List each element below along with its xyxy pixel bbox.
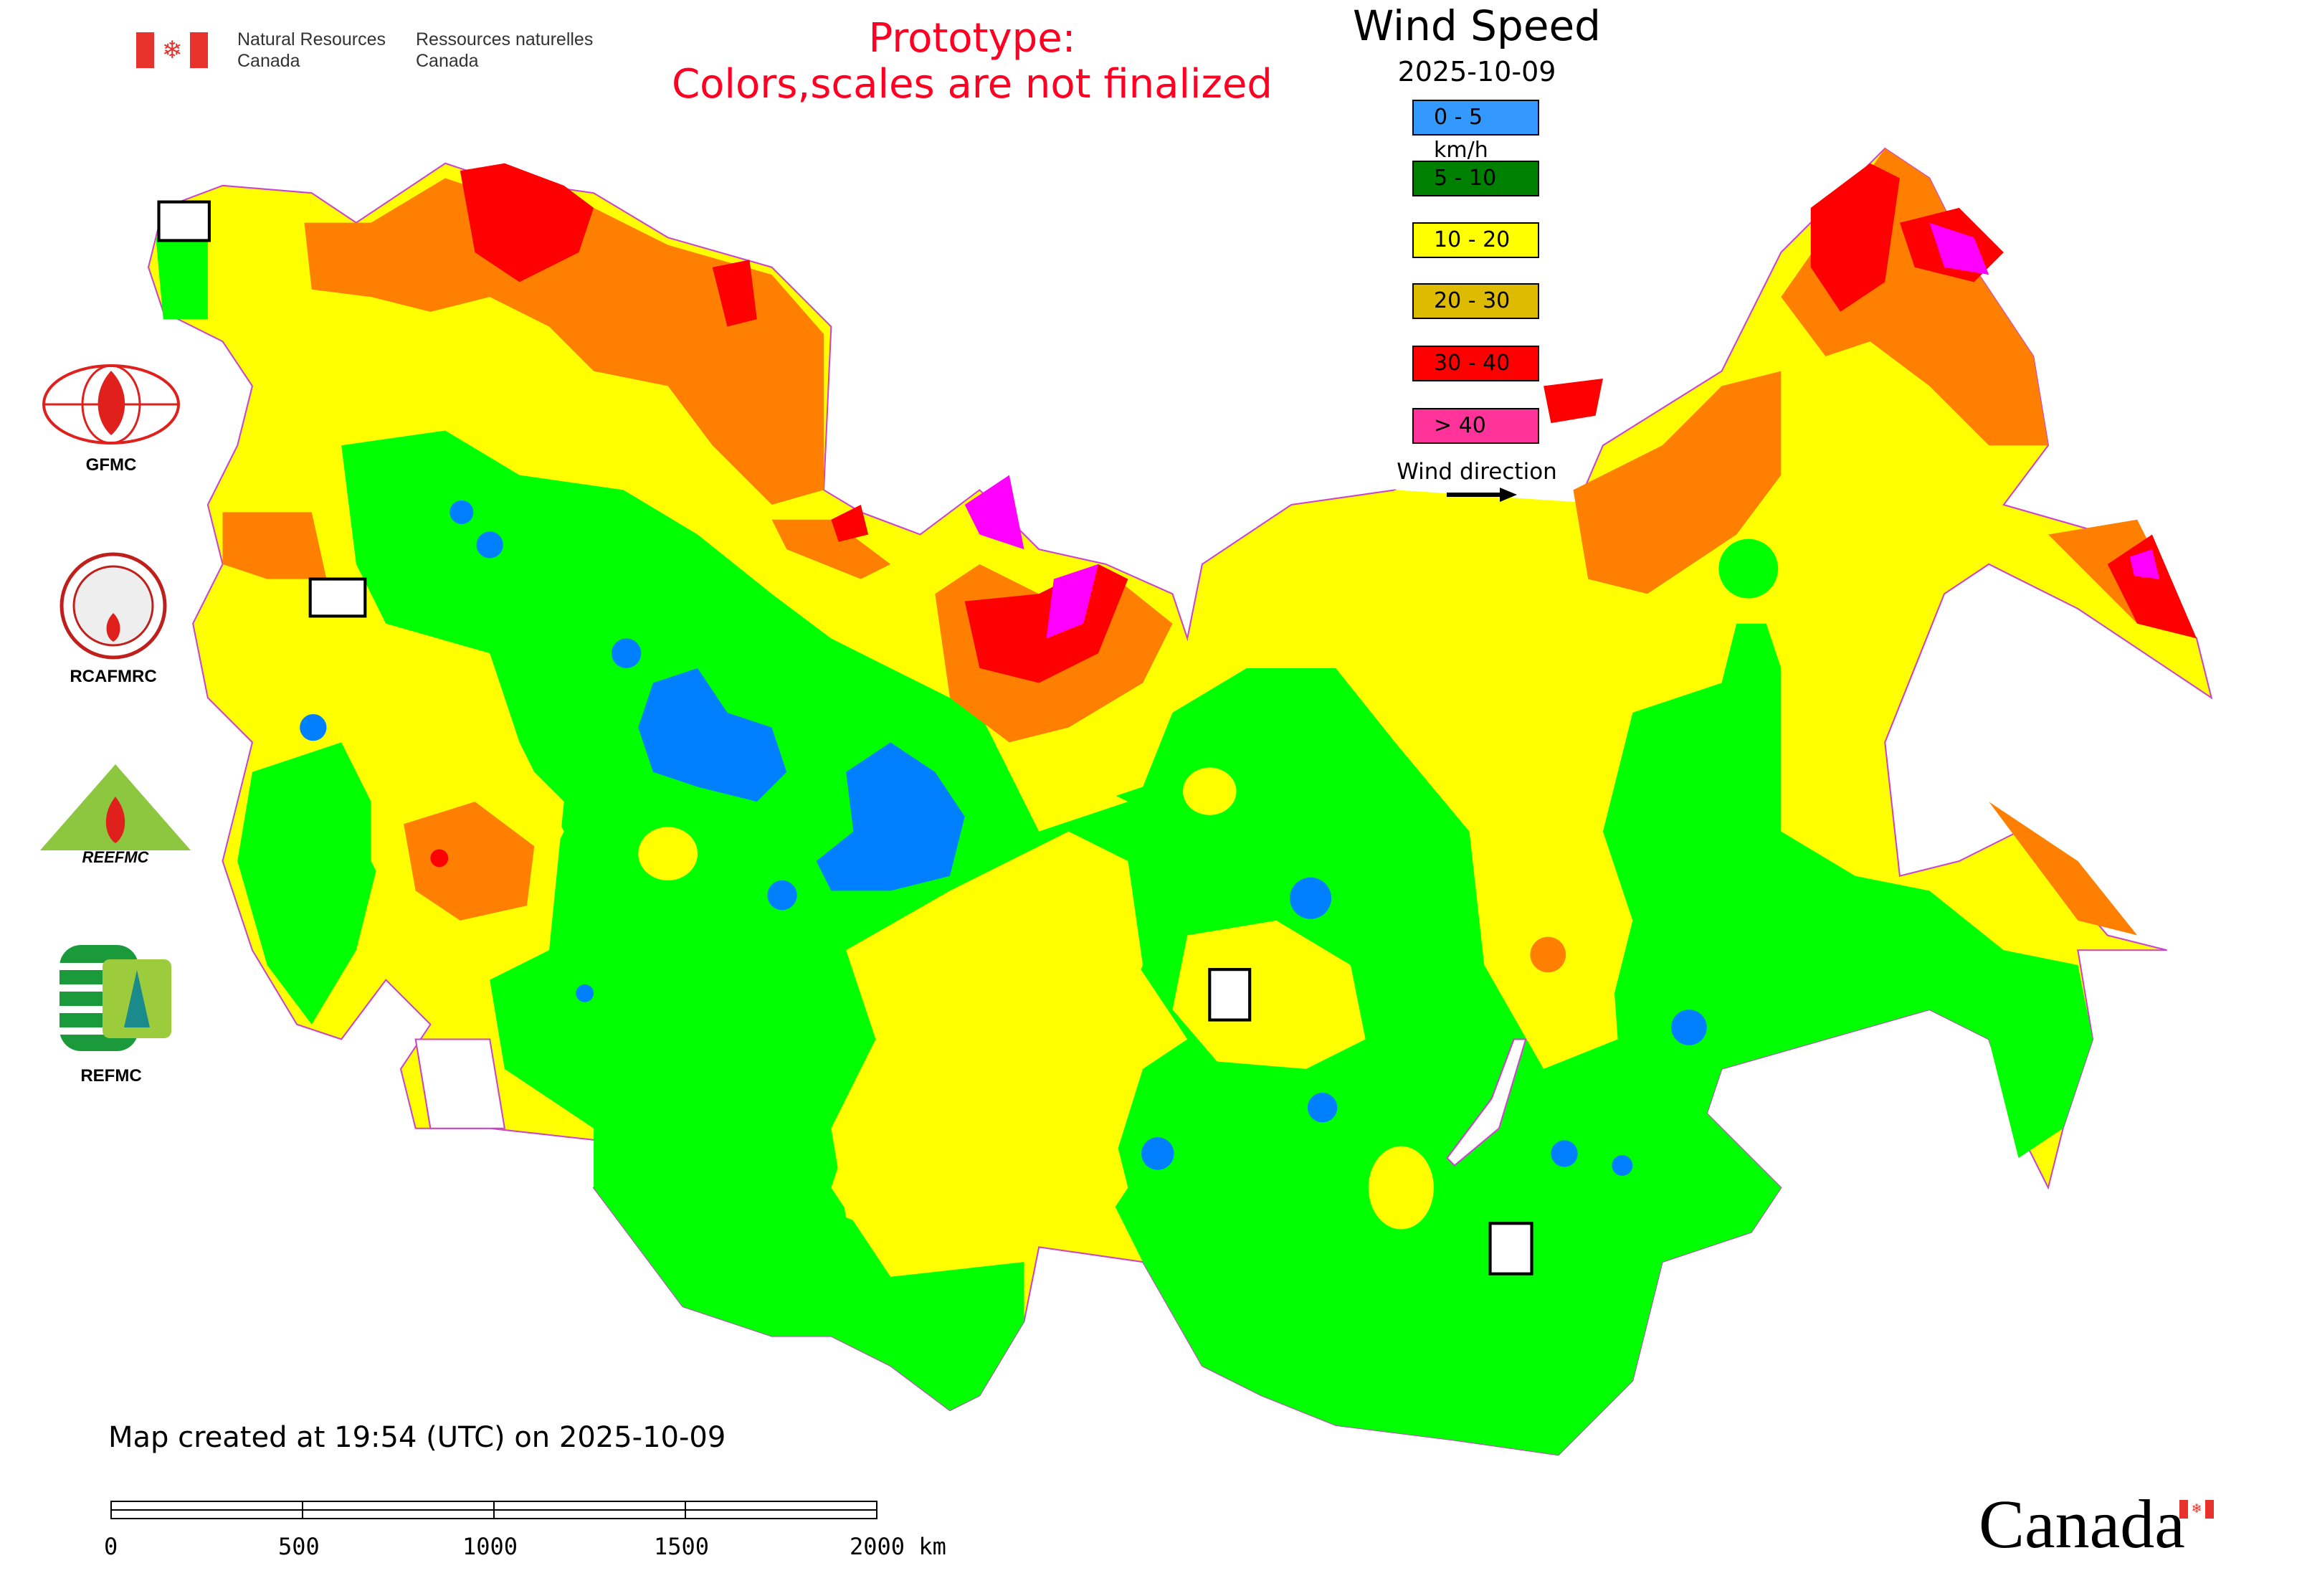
zone-0-5 bbox=[300, 500, 1707, 1176]
scale-label-1000: 1000 bbox=[462, 1533, 518, 1560]
scale-bar bbox=[110, 1501, 877, 1519]
scale-label-2000: 2000 km bbox=[850, 1533, 946, 1560]
wind-direction-arrow-icon bbox=[1447, 488, 1517, 502]
legend-item-10-20: 10 - 20 bbox=[1412, 222, 1539, 258]
scale-label-1500: 1500 bbox=[654, 1533, 710, 1560]
legend-item-20-30: 20 - 30 bbox=[1412, 283, 1539, 319]
scale-label-0: 0 bbox=[104, 1533, 118, 1560]
legend-item-5-10: 5 - 10 bbox=[1412, 161, 1539, 196]
agency-en-line2: Canada bbox=[237, 51, 300, 71]
scale-label-500: 500 bbox=[278, 1533, 320, 1560]
wind-direction-label: Wind direction bbox=[1397, 459, 1557, 485]
map-badge-gfmc[interactable] bbox=[157, 200, 211, 242]
water-bodies bbox=[414, 1038, 1527, 1167]
rcafmrc-label: RCAFMRC bbox=[70, 667, 157, 686]
prototype-notice: Prototype: Colors,scales are not finaliz… bbox=[614, 16, 1331, 108]
legend-date: 2025-10-09 bbox=[1397, 56, 1556, 87]
legend-title: Wind Speed bbox=[1352, 1, 1602, 50]
refmc-label: REFMC bbox=[80, 1066, 142, 1086]
wordmark-flag-icon: ❄ bbox=[2179, 1500, 2214, 1519]
gfmc-label: GFMC bbox=[85, 455, 137, 475]
canada-wordmark: Canada bbox=[1979, 1486, 2185, 1562]
agency-name-fr: Ressources naturelles Canada bbox=[416, 29, 593, 72]
reefmc-logo-icon: REEFMC bbox=[40, 764, 191, 865]
agency-en-line1: Natural Resources bbox=[237, 29, 386, 49]
legend-item-over-40: > 40 bbox=[1412, 408, 1539, 444]
reefmc-logo-text: REEFMC bbox=[82, 848, 150, 865]
agency-fr-line2: Canada bbox=[416, 51, 479, 71]
agency-name-en: Natural Resources Canada bbox=[237, 29, 386, 72]
refmc-logo-icon bbox=[60, 945, 171, 1051]
canada-flag-icon: ❄ bbox=[136, 32, 208, 68]
legend-item-0-5: 0 - 5 km/h bbox=[1412, 100, 1539, 163]
legend-item-30-40: 30 - 40 bbox=[1412, 346, 1539, 381]
map-badges bbox=[157, 200, 1533, 1276]
map-created-timestamp: Map created at 19:54 (UTC) on 2025-10-09 bbox=[108, 1421, 726, 1454]
prototype-line2: Colors,scales are not finalized bbox=[672, 61, 1273, 108]
zone-over-40 bbox=[964, 222, 2160, 639]
gfmc-logo-icon bbox=[42, 364, 180, 445]
rcafmrc-logo-icon bbox=[60, 552, 167, 660]
map-badge-refmc[interactable] bbox=[1208, 968, 1252, 1022]
map-badge-reefmc[interactable] bbox=[308, 577, 367, 618]
map-badge-rcafmrc[interactable] bbox=[1488, 1222, 1533, 1276]
agency-fr-line1: Ressources naturelles bbox=[416, 29, 594, 49]
prototype-line1: Prototype: bbox=[868, 15, 1076, 62]
